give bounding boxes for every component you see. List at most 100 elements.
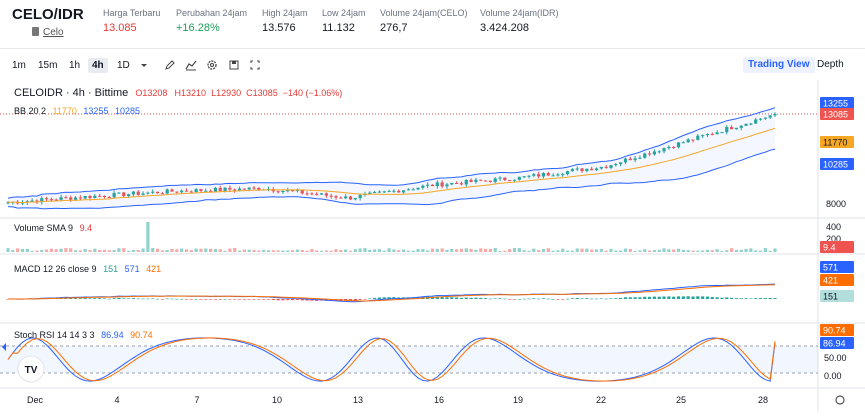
candle-body (421, 185, 425, 188)
tab-trading-view[interactable]: Trading View (743, 57, 815, 73)
macd-label: MACD 12 26 close 9 (14, 264, 97, 274)
bb-upper-line (7, 107, 776, 199)
volume-bar (445, 249, 449, 252)
timeframe-1m[interactable]: 1m (12, 60, 26, 71)
candle-body (204, 190, 208, 192)
badge-bb-upper: 13255 (823, 99, 848, 109)
bb-lower-value: 10285 (114, 106, 140, 116)
badge-stoch-d: 90.74 (823, 326, 846, 336)
volume-bar (696, 250, 700, 252)
bb-fill (8, 107, 775, 209)
candle-body (73, 197, 78, 200)
volume-bar (590, 249, 594, 252)
indicators-icon[interactable] (184, 58, 198, 72)
candle-body (768, 115, 772, 118)
badge-macd-bg (820, 261, 854, 273)
candle-body (281, 190, 285, 193)
candle-body (541, 173, 546, 177)
candle-body (102, 195, 107, 197)
volume-bar (382, 250, 386, 252)
timeframe-1d[interactable]: 1D (117, 60, 130, 71)
candle-body (430, 184, 435, 187)
macd-histogram-bar (503, 298, 507, 300)
volume-bar (242, 249, 246, 252)
candle-body (705, 134, 710, 136)
macd-histogram-bar (768, 298, 772, 299)
volume-bar (218, 249, 222, 252)
volume-bar (11, 250, 15, 252)
macd-line (7, 283, 776, 303)
candle-body (532, 174, 536, 176)
badge-bb-lower-bg (820, 158, 854, 170)
candle-body (522, 176, 526, 178)
price-chart[interactable]: Dec 4 7 10 13 16 19 22 25 28 13255130851177010285… (0, 80, 865, 412)
candle-body (189, 191, 193, 193)
macd-histogram-bar (165, 298, 169, 300)
volume-bar (455, 249, 459, 252)
candle-body (131, 191, 136, 195)
volume-bar (276, 250, 280, 252)
volume-bar (508, 249, 512, 252)
chevron-down-icon[interactable] (137, 58, 151, 72)
volume-bar (49, 248, 54, 252)
timeframe-4h[interactable]: 4h (88, 58, 108, 73)
macd-histogram-bar (474, 297, 478, 299)
candle-body (54, 199, 58, 201)
stoch-label: Stoch RSI 14 14 3 3 (14, 330, 95, 340)
badge-macd-hist-bg (820, 290, 854, 302)
candle-body (35, 200, 39, 203)
candle-body (184, 190, 189, 192)
expand-arrow-icon (2, 343, 6, 351)
volume-bar (744, 249, 748, 252)
volume-bar (551, 250, 555, 252)
volume-bar (623, 248, 628, 252)
macd-histogram-bar (73, 298, 78, 299)
gear-icon[interactable] (205, 58, 219, 72)
volume-bar (141, 248, 145, 252)
macd-histogram-bar (643, 296, 647, 299)
timeframe-15m[interactable]: 15m (38, 60, 58, 71)
candle-body (647, 153, 652, 155)
macd-histogram-bar (565, 298, 570, 300)
volume-bar (609, 248, 613, 252)
volume-bar (397, 250, 401, 252)
candle-body (401, 190, 406, 193)
volume-bar (69, 248, 73, 252)
macd-histogram-bar (353, 299, 357, 301)
candle-body (527, 175, 531, 177)
volume-bar (126, 250, 131, 252)
candle-body (464, 179, 468, 185)
price-badges: 1325513085117701028580004002009.45714211… (2, 97, 854, 383)
volume-bar (546, 248, 550, 252)
macd-histogram-bar (184, 299, 189, 300)
timeframe-1h[interactable]: 1h (69, 60, 81, 71)
volume-bar (638, 250, 642, 252)
pencil-icon[interactable] (163, 58, 177, 72)
macd-histogram-bar (517, 298, 521, 300)
chart-area[interactable]: Dec 4 7 10 13 16 19 22 25 28 13255 13085 11770 10285… (0, 80, 865, 412)
tab-depth[interactable]: Depth (817, 59, 844, 70)
fullscreen-icon[interactable] (248, 58, 262, 72)
volume-bar (652, 250, 657, 252)
macd-histogram-bar (377, 297, 382, 299)
macd-histogram-bar (300, 299, 304, 301)
save-icon[interactable] (227, 58, 241, 72)
candle-body (416, 187, 420, 190)
macd-histogram-bar (580, 298, 584, 299)
candle-body (676, 142, 681, 148)
candle-body (406, 189, 410, 191)
macd-histogram-bar (266, 299, 271, 300)
volume-bar (44, 249, 49, 252)
macd-histogram-bar (276, 299, 280, 301)
candle-body (136, 191, 140, 195)
candle-body (575, 168, 579, 170)
macd-histogram-bar (691, 296, 695, 299)
candle-body (155, 191, 160, 194)
volume-bar (594, 249, 599, 252)
volume-bar (657, 249, 661, 252)
pair-link[interactable]: Celo (43, 27, 64, 38)
macd-histogram-bar (373, 297, 377, 299)
candle-body (619, 162, 623, 165)
candle-body (233, 189, 237, 191)
volume-bar (88, 250, 92, 252)
